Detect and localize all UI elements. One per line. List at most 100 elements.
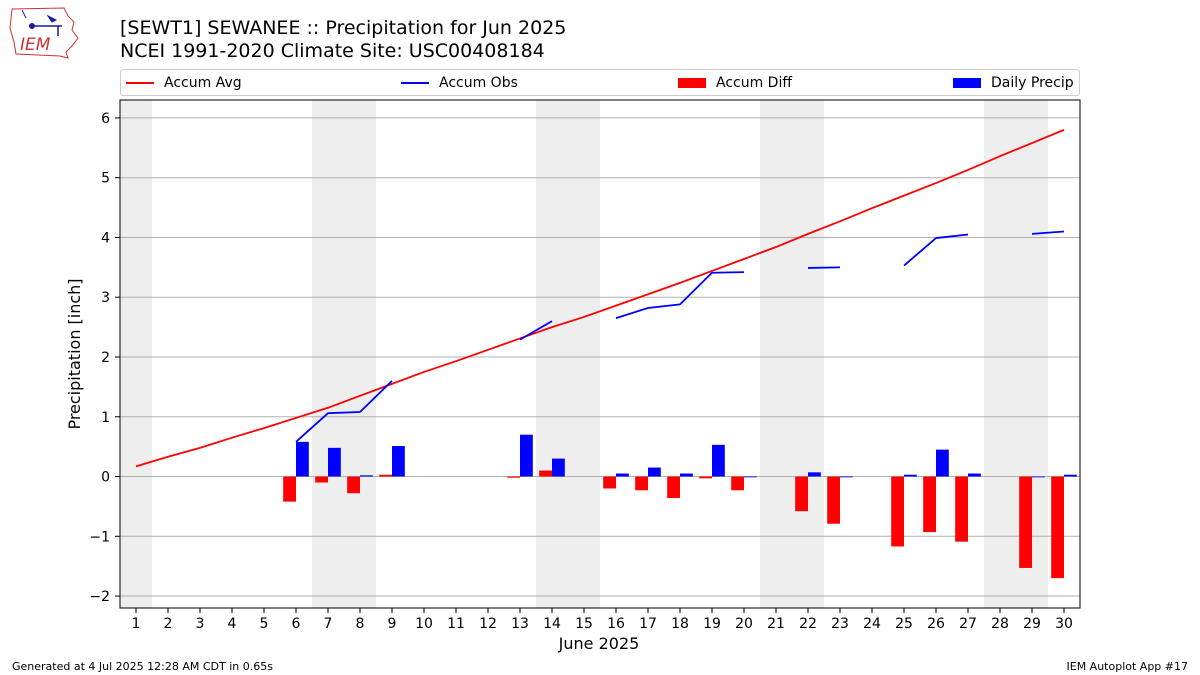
- daily-precip-bar: [552, 458, 565, 477]
- legend-swatch-accum-avg: [126, 81, 154, 84]
- x-tick-label: 24: [863, 616, 881, 632]
- weekend-band: [568, 100, 600, 608]
- accum-diff-bar: [795, 476, 808, 512]
- x-tick-label: 29: [1023, 616, 1041, 632]
- accum-diff-bar: [667, 476, 680, 499]
- daily-precip-bar: [936, 449, 949, 477]
- lines: [135, 129, 1065, 468]
- x-tick-label: 14: [543, 616, 561, 632]
- accum-obs-line: [519, 320, 553, 341]
- x-tick-label: 20: [735, 616, 753, 632]
- y-tick-label: 1: [101, 410, 110, 426]
- daily-precip-bar: [744, 476, 757, 478]
- legend-item-accum-avg: Accum Avg: [126, 70, 242, 95]
- accum-diff-bar: [891, 476, 904, 547]
- accum-diff-bar: [923, 476, 936, 533]
- x-tick-label: 22: [799, 616, 817, 632]
- x-axis-label: June 2025: [558, 634, 640, 653]
- x-tick-label: 25: [895, 616, 913, 632]
- x-tick-label: 1: [132, 616, 141, 632]
- legend-swatch-daily-precip: [953, 77, 981, 88]
- x-tick-label: 3: [196, 616, 205, 632]
- x-tick-label: 7: [324, 616, 333, 632]
- accum-diff-bar: [507, 476, 520, 478]
- weekend-band: [760, 100, 792, 608]
- plot-frame: [119, 99, 1081, 609]
- legend-label-accum-obs: Accum Obs: [439, 74, 518, 91]
- daily-precip-bar: [712, 444, 725, 477]
- weekend-shading: [120, 100, 1048, 608]
- accum-obs-line: [295, 380, 393, 443]
- accum-diff-bar: [603, 476, 616, 489]
- accum-diff-bar: [635, 476, 648, 491]
- x-tick-label: 10: [415, 616, 433, 632]
- x-tick-label: 2: [164, 616, 173, 632]
- accum-diff-bar: [539, 470, 552, 477]
- x-tick-label: 6: [292, 616, 301, 632]
- footer-generated: Generated at 4 Jul 2025 12:28 AM CDT in …: [12, 660, 273, 673]
- daily-precip-bar: [616, 473, 629, 477]
- accum-diff-bar: [347, 476, 360, 494]
- accum-obs-line: [1031, 230, 1065, 235]
- daily-precip-bar: [648, 467, 661, 477]
- x-tick-label: 26: [927, 616, 945, 632]
- y-tick-label: −1: [89, 529, 110, 545]
- weather-station-icon: [21, 9, 62, 36]
- daily-precip-bar: [328, 447, 341, 477]
- daily-precip-bar: [808, 472, 821, 477]
- accum-obs-line: [807, 266, 841, 269]
- accum-diff-bar: [827, 476, 840, 524]
- accum-diff-bar: [1019, 476, 1032, 568]
- accum-diff-bar: [283, 476, 296, 502]
- daily-precip-bar: [968, 473, 981, 477]
- x-tick-label: 23: [831, 616, 849, 632]
- accum-obs-line: [615, 271, 745, 319]
- x-tick-label: 4: [228, 616, 237, 632]
- daily-precip-bar: [392, 446, 405, 477]
- logo-text: IEM: [20, 35, 51, 55]
- x-tick-label: 30: [1055, 616, 1073, 632]
- y-tick-label: 3: [101, 290, 110, 306]
- x-tick-label: 27: [959, 616, 977, 632]
- x-tick-label: 5: [260, 616, 269, 632]
- legend-label-accum-diff: Accum Diff: [716, 74, 793, 91]
- y-tick-label: 0: [101, 470, 110, 486]
- legend-item-accum-obs: Accum Obs: [401, 70, 518, 95]
- accum-diff-bar: [731, 476, 744, 491]
- accum-diff-bar: [379, 474, 392, 477]
- legend-label-daily-precip: Daily Precip: [991, 74, 1074, 91]
- weekend-band: [984, 100, 1016, 608]
- x-tick-label: 12: [479, 616, 497, 632]
- iowa-outline-icon: [9, 7, 79, 59]
- x-tick-label: 19: [703, 616, 721, 632]
- accum-diff-bar: [1051, 476, 1064, 579]
- legend-label-accum-avg: Accum Avg: [164, 74, 242, 91]
- accum-diff-bar: [955, 476, 968, 542]
- y-tick-label: 4: [101, 230, 110, 246]
- x-tick-label: 21: [767, 616, 785, 632]
- x-tick-label: 13: [511, 616, 529, 632]
- x-tick-label: 17: [639, 616, 657, 632]
- daily-precip-bar: [904, 474, 917, 477]
- legend-item-accum-diff: Accum Diff: [678, 70, 792, 95]
- daily-precip-bar: [840, 476, 853, 478]
- daily-precip-bar: [680, 473, 693, 477]
- weekend-band: [792, 100, 824, 608]
- footer-app: IEM Autoplot App #17: [1066, 660, 1189, 673]
- daily-precip-bar: [1064, 474, 1077, 477]
- accum-diff-bar: [315, 476, 328, 483]
- x-tick-label: 8: [356, 616, 365, 632]
- weekend-band: [536, 100, 568, 608]
- x-tick-label: 11: [447, 616, 465, 632]
- accum-avg-line: [135, 129, 1065, 468]
- daily-precip-bar: [296, 441, 309, 477]
- x-tick-label: 15: [575, 616, 593, 632]
- iem-logo: IEM: [9, 7, 79, 59]
- bars: [283, 434, 1077, 579]
- x-tick-label: 18: [671, 616, 689, 632]
- chart-subtitle: NCEI 1991-2020 Climate Site: USC00408184: [120, 40, 545, 62]
- chart-legend: Accum Avg Accum Obs Accum Diff Daily Pre…: [120, 69, 1080, 96]
- legend-swatch-accum-diff: [678, 77, 706, 88]
